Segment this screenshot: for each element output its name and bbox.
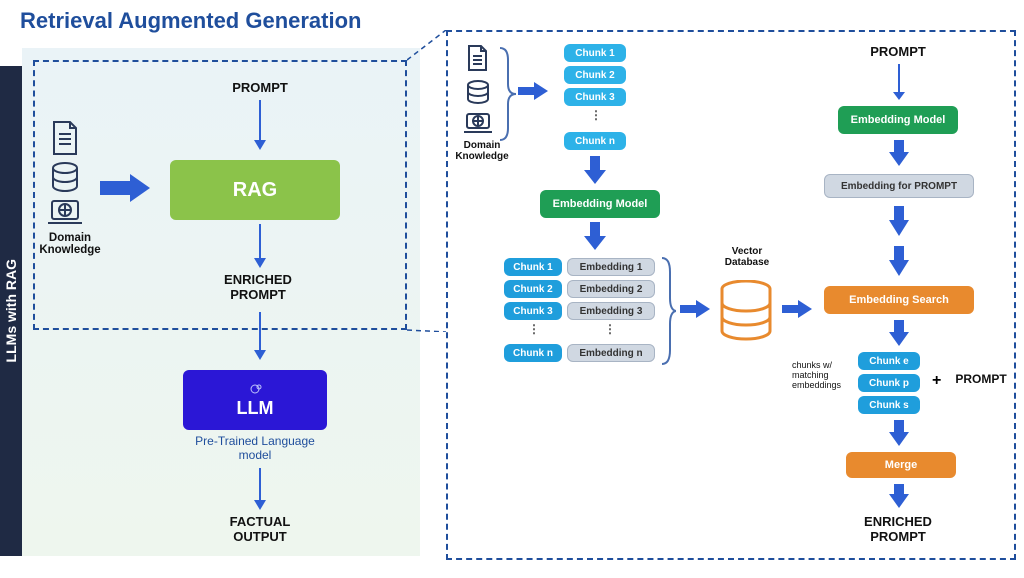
- res-chunk-p: Chunk p: [858, 374, 920, 392]
- prompt-plus: PROMPT: [948, 372, 1014, 386]
- arrow-emb2-down: [889, 140, 909, 166]
- embedding-for-prompt: Embedding for PROMPT: [824, 174, 974, 198]
- pair-emb-3: Embedding 3: [567, 302, 655, 320]
- chunks-note: chunks w/ matching embeddings: [792, 360, 854, 390]
- merge-box: Merge: [846, 452, 956, 478]
- arrow-embp-down2: [889, 246, 909, 276]
- arrow-emb-to-db: [680, 300, 710, 318]
- dots-2a: ⋮: [528, 322, 540, 336]
- sidebar-label: LLMs with RAG: [3, 259, 19, 362]
- pair-chunk-n: Chunk n: [504, 344, 562, 362]
- vector-db-label: Vector Database: [712, 246, 782, 268]
- arrow-llm-to-output: [252, 468, 268, 510]
- res-chunk-s: Chunk s: [858, 396, 920, 414]
- plus-sign: +: [932, 372, 941, 390]
- llm-box: LLM: [183, 370, 327, 430]
- arrow-emb-to-pairs: [584, 222, 606, 250]
- prompt-label-right: PROMPT: [858, 44, 938, 59]
- laptop-icon: [45, 198, 85, 228]
- pair-emb-1: Embedding 1: [567, 258, 655, 276]
- arrow-res-down: [889, 420, 909, 446]
- bracket-embeddings: [660, 256, 676, 366]
- arrow-prompt-to-rag: [252, 100, 268, 150]
- arrow-rag-to-enriched: [252, 224, 268, 268]
- arrow-db-to-search: [782, 300, 812, 318]
- pair-chunk-2: Chunk 2: [504, 280, 562, 298]
- arrow-prompt-down: [892, 64, 906, 100]
- chunk-n: Chunk n: [564, 132, 626, 150]
- sidebar-vertical: LLMs with RAG: [0, 66, 22, 556]
- database-icon-r: [466, 80, 490, 106]
- prompt-label-left: PROMPT: [220, 80, 300, 95]
- domain-knowledge-label-left: Domain Knowledge: [36, 232, 104, 256]
- res-chunk-e: Chunk e: [858, 352, 920, 370]
- pair-chunk-3: Chunk 3: [504, 302, 562, 320]
- chunk-1: Chunk 1: [564, 44, 626, 62]
- rag-box: RAG: [170, 160, 340, 220]
- gear-icon: [246, 382, 264, 396]
- enriched-prompt-right: ENRICHED PROMPT: [838, 514, 958, 544]
- document-icon: [50, 120, 80, 156]
- arrow-chunks-to-emb: [584, 156, 606, 184]
- pair-chunk-1: Chunk 1: [504, 258, 562, 276]
- database-icon: [50, 162, 80, 194]
- chunk-3: Chunk 3: [564, 88, 626, 106]
- arrow-search-down: [889, 320, 909, 346]
- enriched-prompt-left: ENRICHED PROMPT: [198, 272, 318, 302]
- domain-knowledge-label-right: Domain Knowledge: [454, 140, 510, 162]
- laptop-icon-r: [462, 112, 494, 136]
- llm-text: LLM: [237, 398, 274, 419]
- dots-2b: ⋮: [604, 322, 616, 336]
- arrow-merge-down: [889, 484, 909, 508]
- pair-emb-2: Embedding 2: [567, 280, 655, 298]
- arrow-domain-to-chunks: [518, 82, 548, 100]
- chunk-2: Chunk 2: [564, 66, 626, 84]
- embedding-model-1: Embedding Model: [540, 190, 660, 218]
- arrow-enriched-to-llm: [252, 312, 268, 360]
- dots-1: ⋮: [590, 108, 602, 122]
- arrow-embp-down: [889, 206, 909, 236]
- connector-lines: [407, 30, 447, 332]
- embedding-search: Embedding Search: [824, 286, 974, 314]
- vector-db-icon: [718, 280, 774, 344]
- embedding-model-2: Embedding Model: [838, 106, 958, 134]
- bracket-domain: [498, 46, 516, 142]
- pair-emb-n: Embedding n: [567, 344, 655, 362]
- factual-output-label: FACTUAL OUTPUT: [200, 514, 320, 544]
- document-icon-r: [466, 44, 490, 72]
- arrow-domain-to-rag: [100, 174, 150, 202]
- pretrained-label: Pre-Trained Language model: [185, 434, 325, 462]
- page-title: Retrieval Augmented Generation: [20, 8, 361, 34]
